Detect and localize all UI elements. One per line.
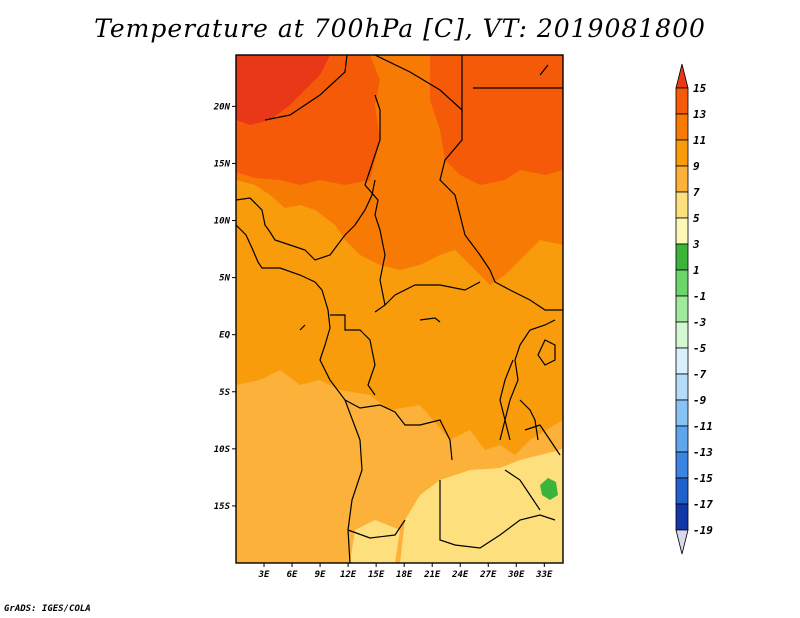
colorbar-box — [675, 477, 689, 505]
lon-tick-label: 12E — [340, 570, 357, 580]
colorbar-box — [675, 451, 689, 479]
lat-tick-label: 15S — [214, 502, 231, 512]
lon-tick-label: 15E — [368, 570, 385, 580]
lon-tick-label: 24E — [451, 570, 469, 580]
colorbar-label: -3 — [693, 316, 707, 329]
lat-tick-label: 20N — [213, 102, 231, 112]
colorbar-label: 7 — [693, 186, 700, 199]
colorbar-label: -11 — [693, 420, 713, 433]
colorbar-label: 1 — [693, 264, 700, 277]
lon-tick-label: 33E — [535, 570, 553, 580]
colorbar-box — [675, 373, 689, 401]
colorbar-box — [675, 191, 689, 219]
field-band-3 — [540, 478, 558, 500]
colorbar-box — [675, 503, 689, 531]
colorbar-label: 11 — [693, 134, 706, 147]
lat-tick-label: 5N — [219, 274, 230, 284]
lon-tick-label: 30E — [507, 570, 525, 580]
colorbar-box — [675, 87, 689, 115]
colorbar-box — [675, 139, 689, 167]
field-band-15 — [236, 55, 330, 125]
lat-tick-label: EQ — [219, 331, 230, 341]
colorbar-label: -5 — [693, 342, 707, 355]
axes: 20N 15N 10N 5N EQ 5S 10S 15S 3E 6E 9E 12E 15E 18E 21E 2… — [213, 102, 553, 580]
colorbar-box — [675, 165, 689, 193]
colorbar-label: 9 — [693, 160, 700, 173]
colorbar-box — [675, 243, 689, 271]
map-frame — [235, 54, 564, 564]
colorbar-arrow-bottom — [675, 529, 689, 555]
colorbar-label: 5 — [693, 212, 700, 225]
lon-tick-label: 27E — [479, 570, 497, 580]
field-band-5-west — [350, 520, 400, 563]
map-panel — [235, 54, 564, 564]
lon-tick-label: 21E — [423, 570, 441, 580]
colorbar-label: 13 — [693, 108, 707, 121]
lat-tick-label: 10S — [214, 445, 231, 455]
lon-tick-label: 18E — [396, 570, 413, 580]
lat-tick-label: 10N — [214, 217, 231, 227]
colorbar: 15 13 11 9 7 5 3 1 -1 -3 -5 -7 -9 -11 -13 -15 -17 -19 — [675, 63, 713, 555]
chart-title: Temperature at 700hPa [C], VT: 201908180… — [94, 14, 706, 43]
colorbar-box — [675, 113, 689, 141]
colorbar-box — [675, 347, 689, 375]
lon-tick-label: 3E — [258, 570, 270, 580]
colorbar-box — [675, 321, 689, 349]
field-band-5 — [400, 448, 563, 563]
lat-tick-label: 15N — [214, 159, 231, 169]
colorbar-label: -7 — [693, 368, 707, 381]
colorbar-label: -1 — [693, 290, 706, 303]
colorbar-box — [675, 399, 689, 427]
credit-text: GrADS: IGES/COLA — [4, 604, 91, 614]
colorbar-label: -19 — [693, 524, 713, 537]
colorbar-label: -17 — [693, 498, 713, 511]
colorbar-label: 15 — [693, 82, 707, 95]
colorbar-label: 3 — [692, 238, 700, 251]
lon-tick-label: 9E — [315, 570, 326, 580]
lat-tick-label: 5S — [219, 388, 230, 398]
colorbar-box — [675, 269, 689, 297]
borders — [235, 54, 563, 564]
colorbar-box — [675, 217, 689, 245]
colorbar-arrow-top — [675, 63, 689, 89]
colorbar-label: -13 — [693, 446, 713, 459]
colorbar-label: -9 — [693, 394, 707, 407]
colorbar-box — [675, 425, 689, 453]
colorbar-box — [675, 295, 689, 323]
lon-tick-label: 6E — [287, 570, 298, 580]
colorbar-label: -15 — [693, 472, 713, 485]
